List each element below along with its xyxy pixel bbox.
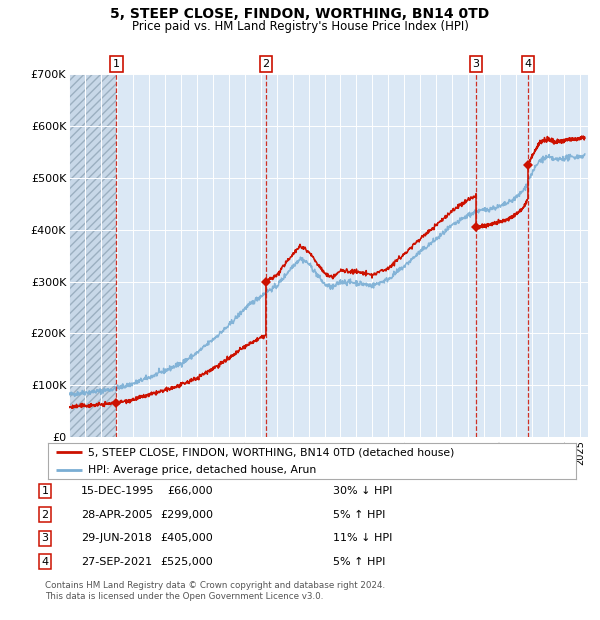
Text: 4: 4: [524, 59, 532, 69]
Text: 15-DEC-1995: 15-DEC-1995: [81, 486, 155, 496]
Text: 28-APR-2005: 28-APR-2005: [81, 510, 153, 520]
Text: 3: 3: [41, 533, 49, 543]
Text: 1: 1: [41, 486, 49, 496]
Text: Contains HM Land Registry data © Crown copyright and database right 2024.: Contains HM Land Registry data © Crown c…: [45, 581, 385, 590]
Text: 29-JUN-2018: 29-JUN-2018: [81, 533, 152, 543]
Text: 3: 3: [473, 59, 479, 69]
Text: 11% ↓ HPI: 11% ↓ HPI: [333, 533, 392, 543]
Text: £525,000: £525,000: [160, 557, 213, 567]
Text: HPI: Average price, detached house, Arun: HPI: Average price, detached house, Arun: [88, 464, 316, 475]
Text: 27-SEP-2021: 27-SEP-2021: [81, 557, 152, 567]
Text: 30% ↓ HPI: 30% ↓ HPI: [333, 486, 392, 496]
Bar: [69, 74, 116, 437]
Text: This data is licensed under the Open Government Licence v3.0.: This data is licensed under the Open Gov…: [45, 592, 323, 601]
Text: £405,000: £405,000: [160, 533, 213, 543]
Text: 1: 1: [113, 59, 120, 69]
Text: £299,000: £299,000: [160, 510, 213, 520]
Text: 5% ↑ HPI: 5% ↑ HPI: [333, 510, 385, 520]
Text: 5% ↑ HPI: 5% ↑ HPI: [333, 557, 385, 567]
Text: 2: 2: [262, 59, 269, 69]
Text: £66,000: £66,000: [167, 486, 213, 496]
Text: 5, STEEP CLOSE, FINDON, WORTHING, BN14 0TD: 5, STEEP CLOSE, FINDON, WORTHING, BN14 0…: [110, 7, 490, 22]
Text: Price paid vs. HM Land Registry's House Price Index (HPI): Price paid vs. HM Land Registry's House …: [131, 20, 469, 33]
Text: 2: 2: [41, 510, 49, 520]
Text: 4: 4: [41, 557, 49, 567]
Text: 5, STEEP CLOSE, FINDON, WORTHING, BN14 0TD (detached house): 5, STEEP CLOSE, FINDON, WORTHING, BN14 0…: [88, 448, 454, 458]
